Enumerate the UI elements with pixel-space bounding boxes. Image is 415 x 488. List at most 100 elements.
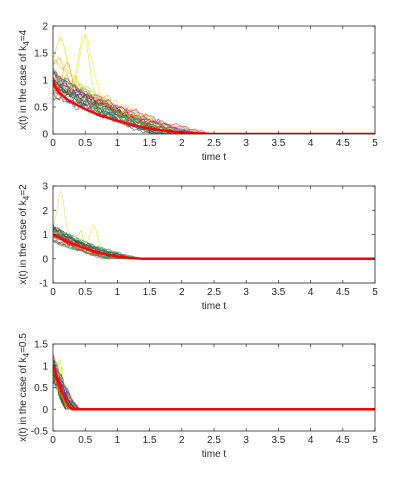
axes-box <box>52 25 376 135</box>
sample-path <box>53 379 375 410</box>
x-tick-label: 2.5 <box>207 435 221 446</box>
x-tick-label: 5 <box>372 138 378 149</box>
sample-path <box>53 232 375 260</box>
y-label-main: x(t) in the case of k <box>18 199 29 284</box>
sample-path <box>53 240 375 260</box>
sample-path <box>53 374 375 410</box>
sample-path <box>53 359 375 410</box>
y-tick-label: 0.5 <box>34 103 48 114</box>
y-tick-label: 1.5 <box>34 49 48 60</box>
mean-path <box>53 233 375 260</box>
y-tick-label: -1 <box>39 279 48 290</box>
sample-path <box>53 228 375 260</box>
mean-path <box>53 79 375 134</box>
sample-path <box>53 233 375 260</box>
x-tick-label: 4 <box>308 287 314 298</box>
x-tick-label: 2 <box>179 138 185 149</box>
sample-path <box>53 355 375 410</box>
sample-path <box>53 372 375 410</box>
panel-k4-4: 0 0.5 1 1.5 2 2.5 3 3.5 4 4.5 5 0 0.5 1 1.5 2 time t x(t)… <box>18 22 378 164</box>
axes-box <box>52 185 376 284</box>
y-tick-label: 2 <box>42 206 48 217</box>
x-tick-label: 2.5 <box>207 138 221 149</box>
sample-path <box>53 85 375 134</box>
x-tick-label: 1 <box>115 435 121 446</box>
sample-path <box>53 358 375 410</box>
x-tick-label: 1 <box>115 287 121 298</box>
sample-path <box>53 68 375 134</box>
x-tick-label: 5 <box>372 435 378 446</box>
x-tick-label: 1 <box>115 138 121 149</box>
x-tick-label: 0 <box>50 435 56 446</box>
x-tick-label: 3 <box>243 138 249 149</box>
x-tick-label: 4 <box>308 138 314 149</box>
plot-area <box>53 190 375 260</box>
x-tick-label: 0.5 <box>78 287 92 298</box>
x-tick-label: 3 <box>243 287 249 298</box>
sample-path <box>53 35 375 134</box>
x-axis-label: time t <box>202 152 227 163</box>
x-tick-label: 2 <box>179 287 185 298</box>
y-label-main: x(t) in the case of k <box>18 356 29 441</box>
y-tick-label: -0.5 <box>31 427 49 438</box>
sample-path <box>53 84 375 134</box>
x-tick-label: 1.5 <box>143 435 157 446</box>
y-tick-label: 2 <box>42 22 48 33</box>
sample-path <box>53 363 375 410</box>
y-axis-label: x(t) in the case of k4=4 <box>18 29 31 130</box>
sample-path <box>53 36 375 134</box>
x-tick-label: 3.5 <box>271 138 285 149</box>
x-tick-label: 3.5 <box>271 435 285 446</box>
x-tick-label: 5 <box>372 287 378 298</box>
sample-path <box>53 80 375 134</box>
sample-path <box>53 371 375 410</box>
x-tick-label: 3 <box>243 435 249 446</box>
y-tick-label: 1.5 <box>34 340 48 351</box>
y-tick-label: 1 <box>42 361 48 372</box>
x-axis-label: time t <box>202 449 227 460</box>
sample-path <box>53 96 375 134</box>
x-tick-label: 0 <box>50 138 56 149</box>
sample-path <box>53 372 375 410</box>
axes-box <box>52 343 376 432</box>
sample-path <box>53 374 375 410</box>
x-tick-label: 2 <box>179 435 185 446</box>
y-label-tail: =0.5 <box>18 333 29 353</box>
sample-path <box>53 70 375 134</box>
sample-path <box>53 366 375 410</box>
y-tick-label: 1 <box>42 230 48 241</box>
y-tick-label: 0 <box>42 254 48 265</box>
y-label-main: x(t) in the case of k <box>18 45 29 130</box>
sample-path <box>53 374 375 410</box>
y-label-subscript: 4 <box>22 195 31 200</box>
sample-path <box>53 79 375 134</box>
sample-path <box>53 80 375 134</box>
y-label-subscript: 4 <box>22 352 31 357</box>
sample-path <box>53 373 375 410</box>
sample-path <box>53 368 375 410</box>
y-label-subscript: 4 <box>22 41 31 46</box>
sample-path <box>53 365 375 410</box>
sample-path <box>53 80 375 134</box>
x-tick-label: 0 <box>50 287 56 298</box>
sample-path <box>53 373 375 410</box>
sample-path <box>53 364 375 410</box>
sample-path <box>53 370 375 410</box>
y-tick-label: 0.5 <box>34 383 48 394</box>
sample-path <box>53 361 375 410</box>
y-axis-label: x(t) in the case of k4=2 <box>18 184 31 285</box>
sample-path <box>53 368 375 410</box>
mean-path <box>53 365 375 411</box>
sample-path <box>53 352 375 410</box>
plot-area <box>53 352 375 411</box>
sample-path <box>53 359 375 410</box>
sample-path <box>53 79 375 134</box>
x-tick-label: 1.5 <box>143 138 157 149</box>
y-label-tail: =4 <box>18 29 29 41</box>
y-label-tail: =2 <box>18 184 29 196</box>
x-tick-label: 4.5 <box>336 287 350 298</box>
y-tick-label: 0 <box>42 130 48 141</box>
